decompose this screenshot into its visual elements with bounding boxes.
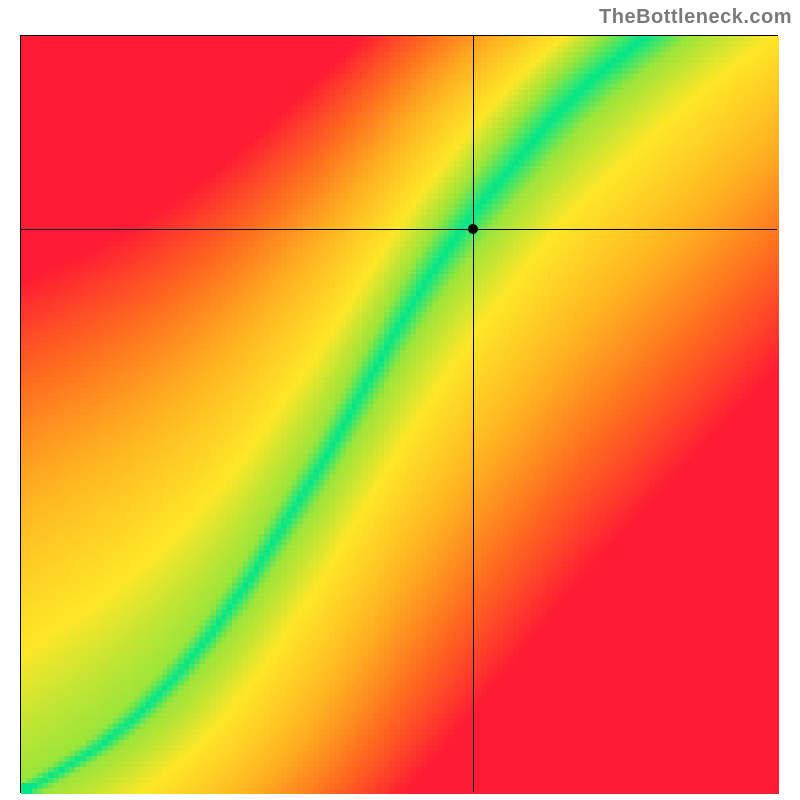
heatmap-frame	[20, 35, 778, 793]
chart-container: TheBottleneck.com	[0, 0, 800, 800]
heatmap-canvas	[21, 36, 779, 794]
crosshair-vertical	[473, 36, 474, 792]
attribution-text: TheBottleneck.com	[599, 6, 792, 29]
crosshair-marker	[468, 224, 478, 234]
crosshair-horizontal	[21, 229, 777, 230]
